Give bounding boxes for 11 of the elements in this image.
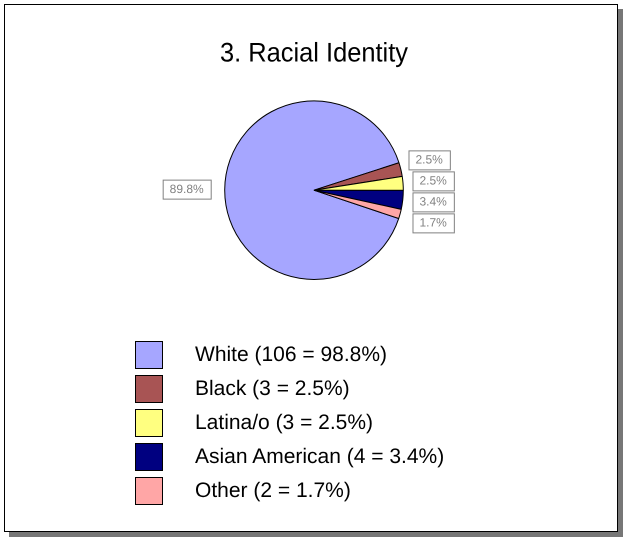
legend-label: Black (3 = 2.5%) [195, 377, 350, 401]
data-label: 2.5% [419, 174, 448, 188]
data-label: 1.7% [419, 216, 448, 230]
data-label: 3.4% [419, 194, 448, 209]
legend-label: Asian American (4 = 3.4%) [195, 445, 444, 469]
legend-label: White (106 = 98.8%) [195, 343, 388, 367]
data-label: 2.5% [415, 152, 444, 167]
legend-label: Other (2 = 1.7%) [195, 479, 351, 503]
data-label: 89.8% [170, 182, 204, 196]
legend-label: Latina/o (3 = 2.5%) [195, 411, 374, 435]
chart-title: 3. Racial Identity [220, 36, 409, 68]
